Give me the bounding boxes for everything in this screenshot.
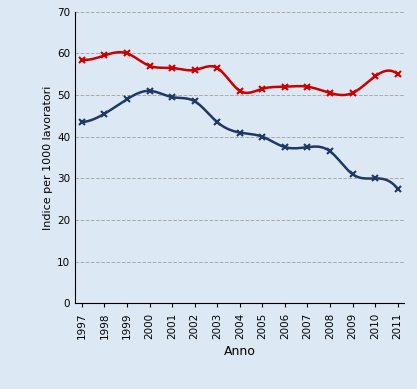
Y-axis label: Indice per 1000 lavoratori: Indice per 1000 lavoratori	[43, 85, 53, 230]
X-axis label: Anno: Anno	[224, 345, 256, 357]
